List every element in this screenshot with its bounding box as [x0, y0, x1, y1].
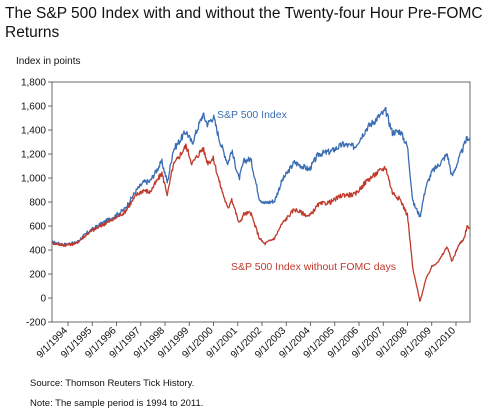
- y-tick-label: 1,000: [21, 174, 46, 185]
- y-tick-label: 1,800: [21, 78, 46, 89]
- y-tick-label: 400: [29, 246, 46, 257]
- without-fomc-series-line: [51, 143, 471, 302]
- y-tick-label: 1,200: [21, 150, 46, 161]
- y-tick-label: 800: [29, 198, 46, 209]
- y-tick-label: 200: [29, 270, 46, 281]
- without-fomc-series-label: S&P 500 Index without FOMC days: [231, 261, 396, 273]
- y-tick-label: -200: [26, 318, 46, 329]
- sp500-series-line: [51, 106, 471, 247]
- y-tick-label: 600: [29, 222, 46, 233]
- y-axis-label: Index in points: [16, 56, 81, 67]
- y-tick-label: 0: [40, 294, 46, 305]
- sample-period-note: Note: The sample period is 1994 to 2011.: [30, 398, 204, 409]
- chart-title: The S&P 500 Index with and without the T…: [5, 5, 483, 41]
- y-tick-label: 1,400: [21, 126, 46, 137]
- y-tick-label: 1,600: [21, 102, 46, 113]
- sp500-series-label: S&P 500 Index: [217, 109, 288, 121]
- source-note: Source: Thomson Reuters Tick History.: [30, 378, 195, 389]
